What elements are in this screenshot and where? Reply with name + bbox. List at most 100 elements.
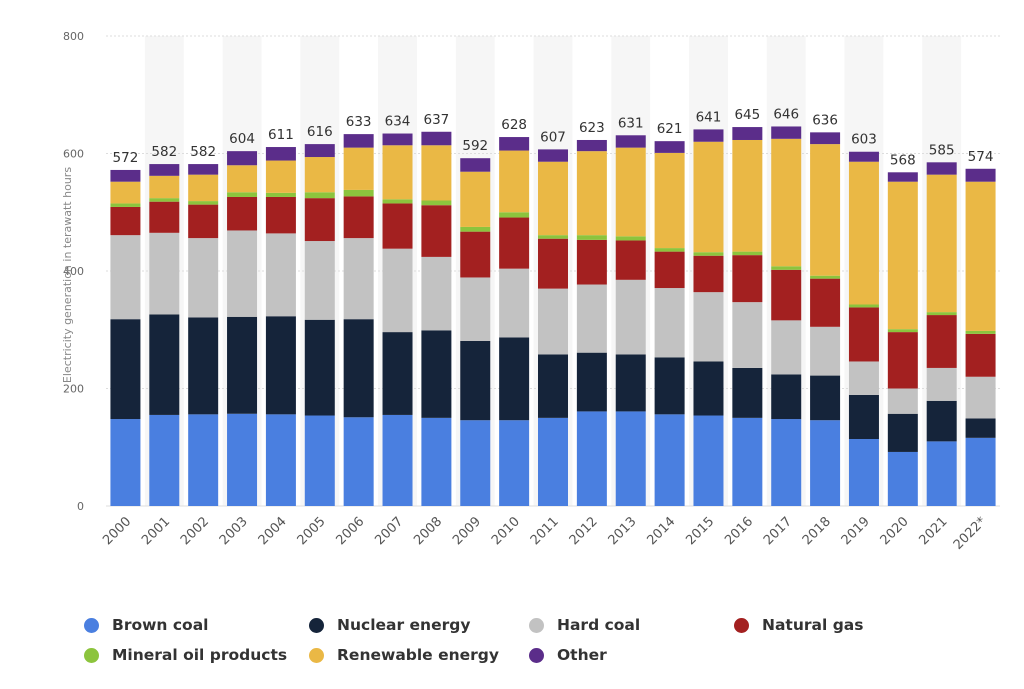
bar-segment-nuclear-energy [188, 317, 219, 415]
bar-segment-nuclear-energy [538, 354, 568, 418]
bar-segment-hard-coal [576, 284, 607, 353]
bar-segment-nuclear-energy [965, 418, 996, 438]
bar-segment-renewable-energy [848, 161, 879, 305]
bar-segment-brown-coal [810, 420, 841, 506]
bar-segment-natural-gas [810, 278, 841, 327]
bar-segment-brown-coal [265, 414, 296, 506]
bar-segment-hard-coal [732, 302, 763, 368]
bars [110, 126, 996, 506]
bar-segment-other [188, 164, 219, 175]
bar-segment-natural-gas [110, 206, 141, 236]
bar-segment-other [304, 144, 335, 158]
bar-segment-brown-coal [382, 414, 413, 506]
bar-segment-nuclear-energy [421, 330, 452, 418]
x-tick-label: 2013 [606, 514, 640, 548]
legend-item-mineral-oil-products[interactable]: Mineral oil products [84, 646, 287, 664]
x-tick-label: 2010 [489, 514, 523, 548]
total-labels: 572 582 582 604 611 616 633 634 637 592 628 607 623 6… [113, 106, 994, 168]
bar-segment-renewable-energy [499, 150, 530, 213]
bar-segment-nuclear-energy [693, 361, 724, 416]
bar-segment-brown-coal [693, 415, 724, 506]
bar-segment-other [421, 131, 452, 146]
bar-segment-nuclear-energy [615, 354, 646, 412]
bar-segment-natural-gas [227, 196, 258, 231]
bar-segment-hard-coal [848, 361, 879, 395]
bar-segment-mineral-oil-products [693, 252, 724, 256]
bar-segment-brown-coal [965, 437, 996, 506]
bar-segment-mineral-oil-products [965, 330, 996, 334]
legend-item-hard-coal[interactable]: Hard coal [529, 616, 640, 634]
bar-segment-other [732, 127, 763, 140]
x-tick-label: 2008 [411, 514, 445, 548]
bar-segment-hard-coal [887, 388, 918, 414]
bar-segment-hard-coal [771, 320, 802, 375]
bar-segment-natural-gas [615, 240, 646, 280]
bar-segment-brown-coal [848, 439, 879, 506]
x-tick-label: 2011 [528, 514, 562, 548]
legend-item-other[interactable]: Other [529, 646, 607, 664]
bar-segment-natural-gas [693, 255, 724, 293]
legend-item-nuclear-energy[interactable]: Nuclear energy [309, 616, 470, 634]
bar-segment-hard-coal [499, 268, 530, 338]
bar-segment-hard-coal [382, 248, 413, 333]
legend-label: Other [557, 646, 607, 664]
bar-segment-mineral-oil-products [499, 212, 530, 218]
bar-segment-natural-gas [538, 238, 568, 289]
bar-segment-renewable-energy [382, 145, 413, 200]
total-label: 623 [579, 120, 605, 136]
legend-swatch [529, 647, 544, 663]
bar-segment-other [149, 164, 180, 176]
legend-swatch [734, 617, 749, 633]
y-tick-label: 0 [77, 500, 84, 513]
total-label: 582 [190, 144, 216, 160]
x-tick-label: 2020 [878, 514, 912, 548]
bar-segment-brown-coal [227, 413, 258, 506]
total-label: 585 [929, 142, 955, 158]
bar-segment-mineral-oil-products [421, 200, 452, 206]
bar-segment-other [654, 141, 685, 153]
bar-segment-brown-coal [499, 420, 530, 506]
bar-segment-hard-coal [227, 230, 258, 317]
y-tick-label: 400 [63, 265, 84, 278]
bar-segment-mineral-oil-products [887, 329, 918, 333]
bar-segment-nuclear-energy [460, 340, 491, 421]
y-tick-label: 800 [63, 30, 84, 43]
bar-segment-mineral-oil-products [110, 203, 141, 207]
bar-segment-mineral-oil-products [304, 192, 335, 199]
bar-segment-hard-coal [926, 367, 957, 401]
bar-segment-natural-gas [732, 255, 763, 303]
bar-segment-brown-coal [149, 414, 180, 506]
x-tick-label: 2004 [256, 514, 290, 548]
bar-segment-other [887, 172, 918, 182]
bar-segment-mineral-oil-products [848, 304, 879, 308]
legend-label: Hard coal [557, 616, 641, 634]
bar-segment-hard-coal [654, 288, 685, 358]
x-tick-label: 2018 [800, 514, 834, 548]
bar-segment-hard-coal [538, 288, 568, 355]
bar-segment-other [227, 151, 258, 166]
legend-item-renewable-energy[interactable]: Renewable energy [309, 646, 499, 664]
legend-item-brown-coal[interactable]: Brown coal [84, 616, 208, 634]
total-label: 574 [968, 149, 994, 165]
bar-segment-other [576, 139, 607, 152]
bar-segment-brown-coal [538, 417, 568, 506]
y-tick-label: 200 [63, 383, 84, 396]
bar-segment-renewable-energy [343, 147, 374, 190]
legend-item-natural-gas[interactable]: Natural gas [734, 616, 863, 634]
total-label: 621 [657, 121, 683, 137]
total-label: 636 [812, 112, 838, 128]
total-label: 633 [346, 114, 372, 130]
bar-segment-renewable-energy [304, 157, 335, 193]
bar-segment-mineral-oil-products [926, 312, 957, 316]
total-label: 568 [890, 152, 916, 168]
bar-segment-mineral-oil-products [615, 236, 646, 241]
bar-segment-nuclear-energy [810, 375, 841, 421]
legend-swatch [309, 617, 324, 633]
bar-segment-nuclear-energy [149, 314, 180, 415]
legend-swatch [84, 617, 99, 633]
bar-segment-other [110, 169, 141, 182]
total-label: 592 [462, 138, 488, 154]
bar-segment-brown-coal [421, 417, 452, 506]
bar-segment-hard-coal [304, 241, 335, 320]
